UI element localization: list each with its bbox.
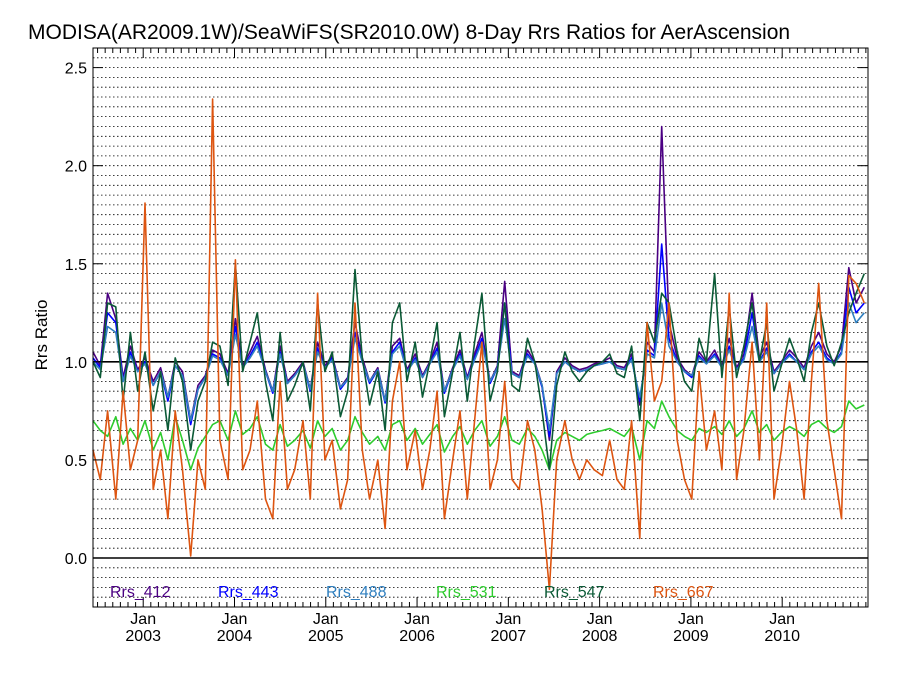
x-tick-label-year: 2005 — [308, 628, 344, 645]
x-axis-ticks: Jan2003Jan2004Jan2005Jan2006Jan2007Jan20… — [97, 48, 867, 645]
legend-entry-rrs-547: Rrs_547 — [544, 584, 605, 601]
plot-frame — [92, 47, 869, 608]
x-tick-label-month: Jan — [222, 611, 248, 628]
legend-entry-rrs-488: Rrs_488 — [326, 584, 387, 601]
legend-entry-rrs-412: Rrs_412 — [110, 584, 171, 601]
x-tick-label-month: Jan — [130, 611, 156, 628]
y-tick-label: 2.0 — [65, 159, 87, 176]
series-line-rrs-531 — [92, 400, 865, 471]
series-lines — [92, 98, 866, 591]
legend-entry-rrs-667: Rrs_667 — [653, 584, 714, 601]
y-tick-label: 1.0 — [65, 355, 87, 372]
x-tick-label-month: Jan — [313, 611, 339, 628]
series-line-rrs-547 — [92, 262, 866, 471]
x-tick-label-year: 2007 — [491, 628, 527, 645]
y-tick-label: 0.0 — [65, 551, 87, 568]
x-tick-label-year: 2004 — [217, 628, 253, 645]
y-tick-label: 2.5 — [65, 61, 87, 78]
chart-title: MODISA(AR2009.1W)/SeaWiFS(SR2010.0W) 8-D… — [28, 21, 790, 44]
legend-entry-rrs-531: Rrs_531 — [436, 584, 497, 601]
legend: Rrs_412 Rrs_443 Rrs_488 Rrs_531 Rrs_547 Rrs_6… — [110, 584, 714, 601]
x-tick-label-year: 2010 — [764, 628, 800, 645]
y-tick-label: 0.5 — [65, 453, 87, 470]
gridlines — [93, 47, 868, 608]
series-line-rrs-667 — [92, 98, 866, 591]
y-tick-label: 1.5 — [65, 257, 87, 274]
x-tick-label-month: Jan — [495, 611, 521, 628]
x-tick-label-year: 2003 — [125, 628, 161, 645]
x-tick-label-year: 2009 — [673, 628, 709, 645]
x-tick-label-month: Jan — [769, 611, 795, 628]
x-tick-label-month: Jan — [678, 611, 704, 628]
x-tick-label-month: Jan — [404, 611, 430, 628]
y-axis-label: Rrs Ratio — [32, 300, 51, 371]
y-axis-ticks: 0.0 0.5 1.0 1.5 2.0 2.5 — [65, 61, 868, 568]
x-tick-label-year: 2006 — [399, 628, 435, 645]
x-tick-label-month: Jan — [587, 611, 613, 628]
x-tick-label-year: 2008 — [582, 628, 618, 645]
legend-entry-rrs-443: Rrs_443 — [218, 584, 279, 601]
